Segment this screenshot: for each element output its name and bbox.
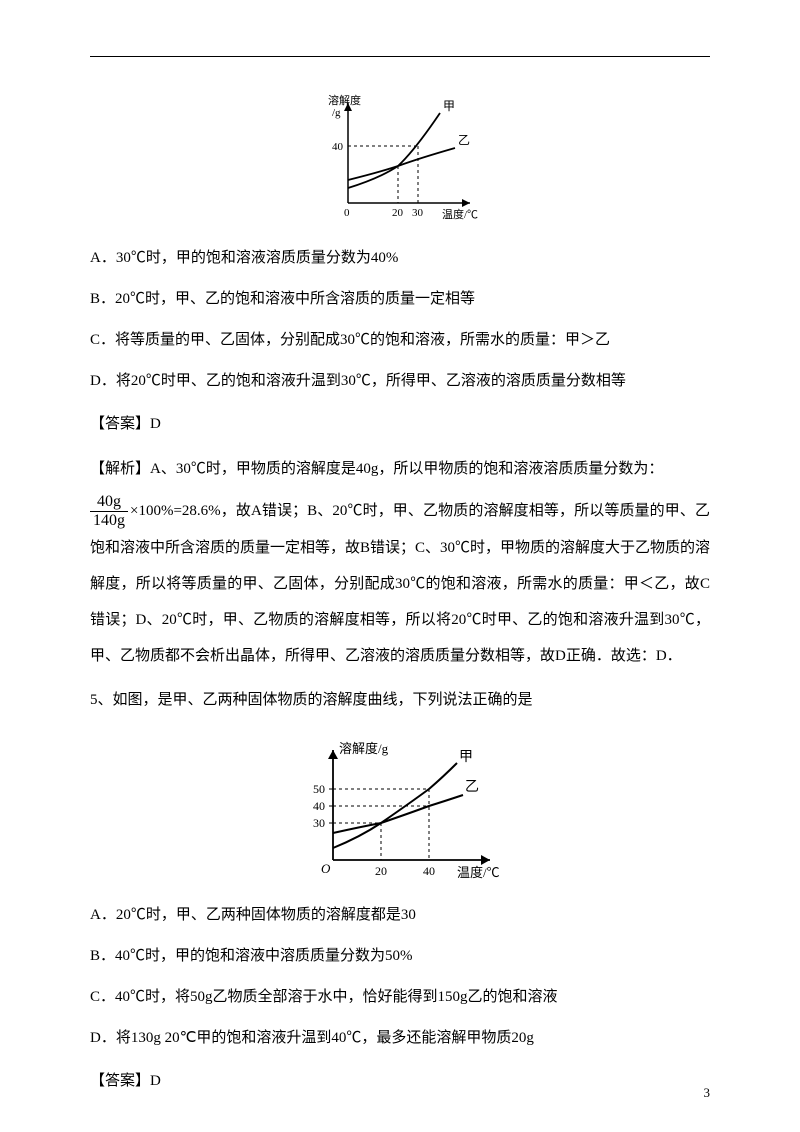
q5-option-b: B．40℃时，甲的饱和溶液中溶质质量分数为50% — [90, 940, 710, 973]
explain-a-prefix: A、30℃时，甲物质的溶解度是40g，所以甲物质的饱和溶液溶质质量分数为： — [150, 461, 663, 477]
q5-option-c: C．40℃时，将50g乙物质全部溶于水中，恰好能得到150g乙的饱和溶液 — [90, 981, 710, 1014]
svg-text:/g: /g — [332, 107, 341, 119]
chart2-ytick-30: 30 — [313, 816, 325, 830]
q4-explanation: 【解析】A、30℃时，甲物质的溶解度是40g，所以甲物质的饱和溶液溶质质量分数为… — [90, 451, 710, 487]
explain-label: 【解析】 — [90, 461, 150, 477]
fraction: 40g 140g — [90, 493, 128, 529]
chart1-container: 溶解度 /g 温度/℃ 40 20 30 0 甲 乙 — [90, 88, 710, 228]
fraction-numerator: 40g — [90, 493, 128, 512]
svg-text:0: 0 — [344, 207, 350, 219]
chart1-series-jia-label: 甲 — [443, 99, 455, 113]
q4-option-d: D．将20℃时甲、乙的饱和溶液升温到30℃，所得甲、乙溶液的溶质质量分数相等 — [90, 365, 710, 398]
q4-explanation-body: 40g 140g ×100%=28.6%，故A错误；B、20℃时，甲、乙物质的溶… — [90, 493, 710, 674]
chart2-ytick-40: 40 — [313, 799, 325, 813]
chart2-series-yi-label: 乙 — [465, 779, 479, 795]
fraction-denominator: 140g — [90, 512, 128, 530]
q4-option-a: A．30℃时，甲的饱和溶液溶质质量分数为40% — [90, 242, 710, 275]
q4-answer: 【答案】D — [90, 408, 710, 441]
chart2-series-jia-label: 甲 — [459, 750, 473, 765]
chart1-ytick-40: 40 — [332, 141, 344, 153]
chart1: 溶解度 /g 温度/℃ 40 20 30 0 甲 乙 — [310, 88, 490, 228]
chart2-ytick-50: 50 — [313, 782, 325, 796]
chart1-xtick-20: 20 — [392, 207, 404, 219]
q4-option-c: C．将等质量的甲、乙固体，分别配成30℃的饱和溶液，所需水的质量：甲＞乙 — [90, 324, 710, 357]
chart1-series-yi-label: 乙 — [458, 133, 470, 147]
chart2-xlabel: 温度/℃ — [457, 865, 500, 880]
explain-body-text: ×100%=28.6%，故A错误；B、20℃时，甲、乙物质的溶解度相等，所以等质… — [90, 503, 710, 664]
top-rule — [90, 56, 710, 57]
chart2: 溶解度/g 温度/℃ O 30 40 50 20 40 甲 乙 — [285, 735, 515, 885]
page-number: 3 — [704, 1083, 711, 1104]
chart2-xtick-20: 20 — [375, 864, 387, 878]
q5-option-d: D．将130g 20℃甲的饱和溶液升温到40℃，最多还能溶解甲物质20g — [90, 1022, 710, 1055]
chart1-ylabel: 溶解度 — [328, 93, 361, 107]
chart2-container: 溶解度/g 温度/℃ O 30 40 50 20 40 甲 乙 — [90, 735, 710, 885]
q5-stem: 5、如图，是甲、乙两种固体物质的溶解度曲线，下列说法正确的是 — [90, 684, 710, 717]
chart1-xtick-30: 30 — [412, 207, 424, 219]
chart2-xtick-40: 40 — [423, 864, 435, 878]
chart2-origin: O — [321, 861, 331, 876]
q5-answer: 【答案】D — [90, 1065, 710, 1098]
chart1-xlabel: 温度/℃ — [442, 207, 478, 221]
chart2-ylabel: 溶解度/g — [339, 741, 389, 756]
q4-option-b: B．20℃时，甲、乙的饱和溶液中所含溶质的质量一定相等 — [90, 283, 710, 316]
q5-option-a: A．20℃时，甲、乙两种固体物质的溶解度都是30 — [90, 899, 710, 932]
